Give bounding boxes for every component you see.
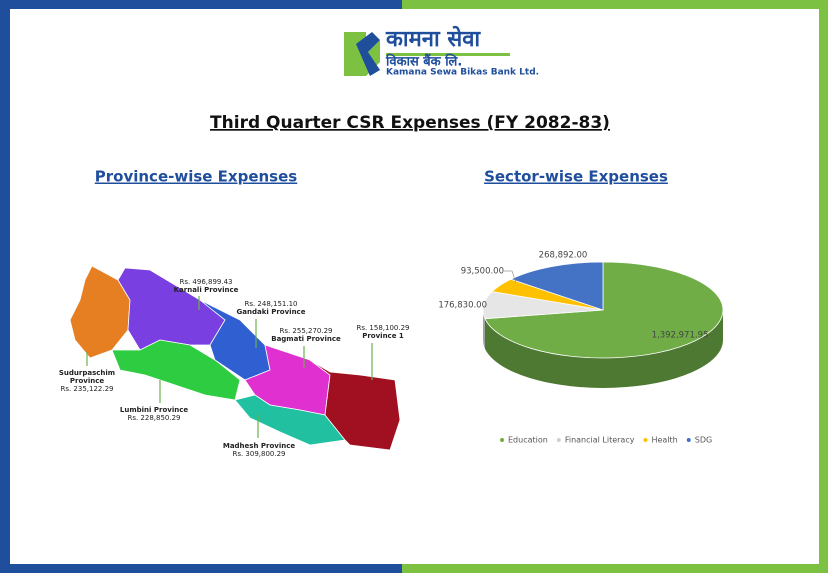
legend-label: Financial Literacy <box>565 436 635 445</box>
legend-swatch <box>556 438 561 442</box>
province-name: Bagmati Province <box>271 335 341 343</box>
logo-icon <box>356 32 380 76</box>
province-name: Province 1 <box>362 332 404 340</box>
data-label: 1,392,971.95 <box>652 331 709 341</box>
province-amount: Rs. 158,100.29 <box>356 324 409 332</box>
border <box>402 564 828 573</box>
province-name: Province <box>70 377 104 385</box>
legend-label: Health <box>651 436 677 445</box>
pie-heading: Sector-wise Expenses <box>484 168 668 186</box>
legend-swatch <box>686 438 691 442</box>
province-name: Madhesh Province <box>223 442 296 450</box>
title: Third Quarter CSR Expenses (FY 2082-83) <box>210 113 610 133</box>
region <box>309 359 401 451</box>
data-label: 93,500.00 <box>461 267 504 277</box>
pie-chart: 1,392,971.95 176,830.00 93,500.00 268,892.0… <box>438 251 724 445</box>
slice-side <box>483 310 485 349</box>
border <box>819 0 828 573</box>
border <box>0 564 402 573</box>
province-amount: Rs. 248,151.10 <box>244 300 297 308</box>
brand-nepali: कामना सेवा <box>385 25 481 52</box>
data-label: 176,830.00 <box>438 301 487 311</box>
map <box>69 265 401 451</box>
legend-swatch <box>643 438 648 442</box>
province-amount: Rs. 309,800.29 <box>232 450 285 458</box>
slice <box>509 261 604 311</box>
border <box>0 0 10 573</box>
leader-line <box>504 270 517 284</box>
region <box>111 339 241 401</box>
map-heading: Province-wise Expenses <box>95 168 298 186</box>
legend-swatch <box>500 438 504 442</box>
province-name: Gandaki Province <box>237 308 306 316</box>
province-name: Sudurpaschim <box>59 369 115 377</box>
province-amount: Rs. 228,850.29 <box>127 414 180 422</box>
province-amount: Rs. 235,122.29 <box>60 385 113 393</box>
province-name: Karnali Province <box>174 286 239 294</box>
province-amount: Rs. 255,270.29 <box>279 327 332 335</box>
brand-english: Kamana Sewa Bikas Bank Ltd. <box>386 68 539 78</box>
data-label: 268,892.00 <box>539 251 588 261</box>
legend-label: SDG <box>695 436 712 445</box>
slice <box>484 261 724 359</box>
province-name: Lumbini Province <box>120 406 188 414</box>
logo: कामना सेवा विकास बैंक लि. Kamana Sewa Bi… <box>344 25 539 78</box>
border <box>0 0 402 9</box>
legend-label: Education <box>508 436 548 445</box>
border <box>402 0 828 9</box>
logo-rule <box>386 53 510 56</box>
brand-nepali-sub: विकास बैंक लि. <box>385 54 462 70</box>
slice-side <box>484 310 723 389</box>
province-amount: Rs. 496,899.43 <box>179 278 232 286</box>
